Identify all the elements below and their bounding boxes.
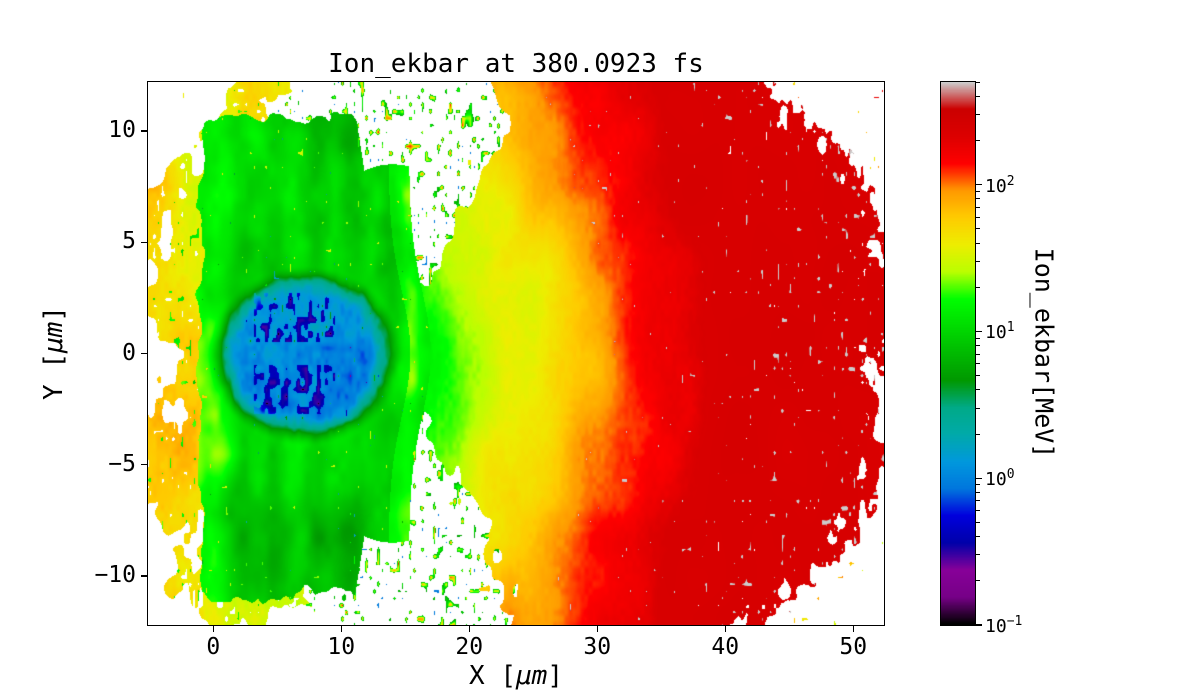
colorbar-minor-tick-mark (976, 81, 980, 83)
colorbar-major-tick-mark (976, 330, 982, 332)
x-axis-label-mu: μm (516, 661, 548, 691)
colorbar-minor-tick-mark (976, 554, 980, 556)
x-tick-label: 30 (583, 634, 612, 660)
colorbar-tick-label: 101 (985, 320, 1015, 344)
x-tick-mark (596, 626, 598, 632)
colorbar-minor-tick-mark (976, 260, 980, 262)
colorbar-minor-tick-mark (976, 433, 980, 435)
heatmap-canvas (148, 82, 884, 625)
x-tick-label: 50 (839, 634, 868, 660)
colorbar-minor-tick-mark (976, 337, 980, 339)
y-axis-label-mu: μm (39, 321, 69, 353)
colorbar-minor-tick-mark (976, 353, 980, 355)
y-tick-label: 10 (108, 116, 136, 143)
x-axis-label-pre: X [ (469, 661, 516, 691)
colorbar-label: Ion_ekbar[MeV] (1029, 247, 1059, 459)
y-axis-label: Y [μm] (39, 306, 69, 400)
colorbar-minor-tick-mark (976, 363, 980, 365)
colorbar-minor-tick-mark (976, 206, 980, 208)
x-tick-label: 20 (455, 634, 484, 660)
y-axis-label-post: ] (39, 306, 69, 322)
y-tick-label: 5 (122, 228, 136, 255)
y-tick-label: 0 (122, 339, 136, 366)
colorbar-minor-tick-mark (976, 521, 980, 523)
colorbar-minor-tick-mark (976, 228, 980, 230)
colorbar-minor-tick-mark (976, 114, 980, 116)
colorbar-minor-tick-mark (976, 484, 980, 486)
colorbar-minor-tick-mark (976, 345, 980, 347)
colorbar-minor-tick-mark (976, 95, 980, 97)
colorbar-minor-tick-mark (976, 198, 980, 200)
colorbar-canvas (941, 82, 975, 625)
y-tick-label: −5 (108, 450, 136, 477)
x-tick-label: 0 (206, 634, 221, 660)
colorbar (940, 81, 976, 626)
x-tick-mark (340, 626, 342, 632)
colorbar-tick-label: 102 (985, 173, 1015, 197)
colorbar-minor-tick-mark (976, 286, 980, 288)
colorbar-minor-tick-mark (976, 407, 980, 409)
colorbar-minor-tick-mark (976, 491, 980, 493)
chart-title: Ion_ekbar at 380.0923 fs (328, 49, 704, 79)
colorbar-minor-tick-mark (976, 510, 980, 512)
y-tick-mark (141, 575, 147, 577)
x-axis-label-post: ] (547, 661, 563, 691)
y-tick-mark (141, 464, 147, 466)
colorbar-minor-tick-mark (976, 389, 980, 391)
y-tick-mark (141, 241, 147, 243)
x-tick-label: 40 (711, 634, 740, 660)
plot-area (147, 81, 885, 626)
colorbar-major-tick-mark (976, 477, 982, 479)
x-axis-label: X [μm] (469, 661, 563, 691)
x-tick-label: 10 (327, 634, 356, 660)
colorbar-minor-tick-mark (976, 216, 980, 218)
y-tick-label: −10 (94, 562, 136, 589)
colorbar-tick-label: 10−1 (985, 614, 1023, 637)
x-tick-mark (212, 626, 214, 632)
y-tick-mark (141, 352, 147, 355)
colorbar-minor-tick-mark (976, 139, 980, 141)
colorbar-minor-tick-mark (976, 375, 980, 377)
colorbar-minor-tick-mark (976, 190, 980, 192)
colorbar-minor-tick-mark (976, 500, 980, 502)
x-tick-mark (724, 626, 726, 632)
y-tick-mark (141, 130, 147, 132)
x-tick-mark (852, 626, 854, 632)
colorbar-minor-tick-mark (976, 536, 980, 538)
colorbar-major-tick-mark (976, 624, 982, 626)
colorbar-major-tick-mark (976, 184, 982, 186)
x-tick-mark (468, 626, 470, 632)
y-axis-label-pre: Y [ (39, 353, 69, 400)
colorbar-minor-tick-mark (976, 580, 980, 582)
colorbar-minor-tick-mark (976, 242, 980, 244)
colorbar-tick-label: 100 (985, 467, 1015, 491)
